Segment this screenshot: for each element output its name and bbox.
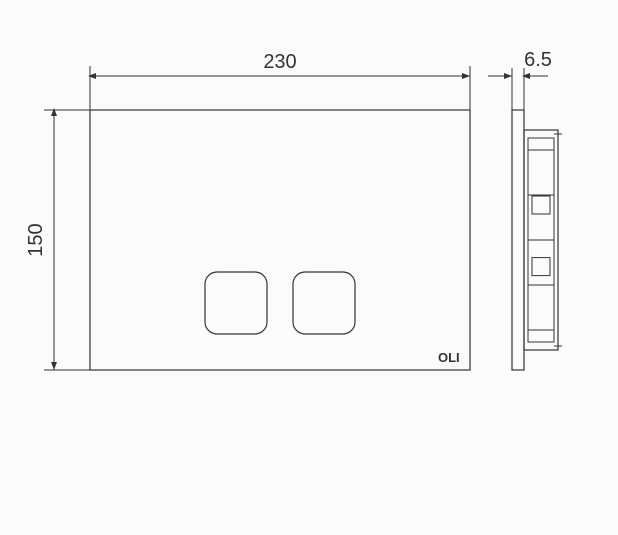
front-view: OLI: [90, 110, 470, 370]
dim-width-value: 230: [263, 51, 296, 73]
dim-height-value: 150: [25, 223, 47, 256]
dim-height: 150: [25, 110, 90, 370]
dim-depth-value: 6.5: [524, 49, 552, 71]
flush-button-large: [293, 272, 355, 334]
dim-depth: 6.5: [488, 49, 552, 110]
brand-logo: OLI: [438, 350, 460, 365]
side-view: [512, 110, 562, 370]
dim-width: 230: [90, 51, 470, 110]
engineering-drawing: 230 150 6.5 OLI: [0, 0, 618, 535]
flush-button-small: [205, 272, 267, 334]
